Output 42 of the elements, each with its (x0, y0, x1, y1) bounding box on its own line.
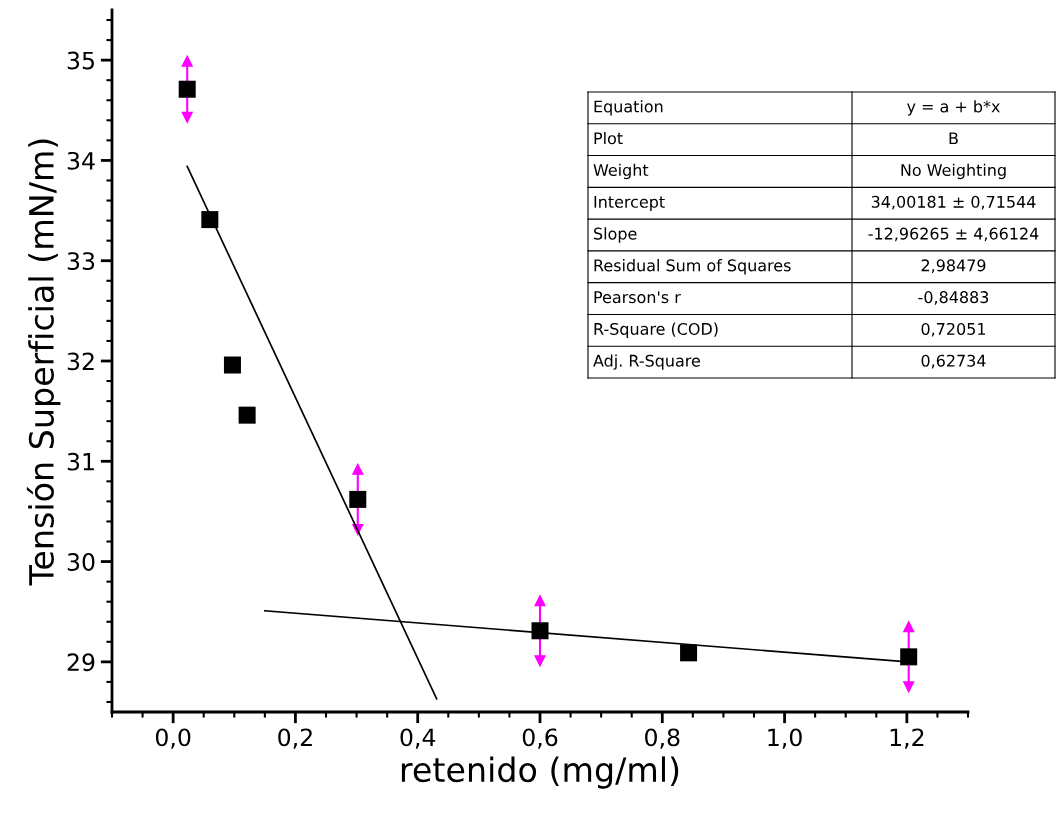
annotation: No Weighting (901, 163, 1006, 180)
annotation: B (949, 132, 958, 145)
annotation: Plot (594, 131, 623, 145)
point (900, 648, 918, 666)
y-tick-label: 32 (67, 352, 94, 371)
x-tick-label: 0,6 (522, 728, 558, 749)
point (178, 80, 196, 98)
annotation: 0,62734 (921, 354, 986, 369)
annotation: y = a + b*x (907, 100, 1000, 116)
y-tick-label: 34 (67, 151, 95, 170)
annotation: 0,72051 (921, 322, 986, 337)
point (680, 644, 698, 662)
annotation: Residual Sum of Squares (594, 259, 791, 275)
annotation: Slope (594, 227, 637, 243)
annotation: R-Square (COD) (594, 322, 718, 339)
point (223, 356, 241, 374)
y-axis-title: Tensión Superficial (mN/m) (26, 139, 61, 586)
x-axis-title: retenido (mg/ml) (401, 756, 679, 789)
y-tick-label: 35 (67, 51, 94, 70)
x-tick-label: 1,0 (768, 728, 802, 749)
y-tick-label: 29 (67, 653, 95, 672)
point (531, 622, 549, 640)
annotation: 34,00181 ± 0,71544 (871, 195, 1036, 210)
x-tick-label: 1,2 (890, 728, 924, 749)
point (349, 490, 367, 508)
annotation: Equation (594, 100, 663, 116)
annotation: 2,98479 (921, 259, 986, 274)
annotation: Weight (593, 163, 649, 180)
annotation: Adj. R-Square (593, 354, 700, 370)
annotation: -0,84883 (918, 291, 989, 305)
y-tick-label: 30 (67, 553, 95, 571)
annotation: Intercept (594, 195, 665, 211)
x-tick-label: 0,4 (400, 728, 436, 749)
x-tick-label: 0,8 (645, 728, 680, 749)
x-tick-label: 0,2 (278, 728, 312, 749)
x-tick-label: 0,0 (155, 728, 191, 749)
y-tick-label: 33 (67, 252, 95, 271)
y-tick-label: 31 (67, 452, 94, 471)
point (201, 211, 219, 229)
annotation: Pearson's r (594, 291, 681, 304)
annotation: -12,96265 ± 4,66124 (868, 227, 1039, 242)
point (238, 406, 256, 424)
